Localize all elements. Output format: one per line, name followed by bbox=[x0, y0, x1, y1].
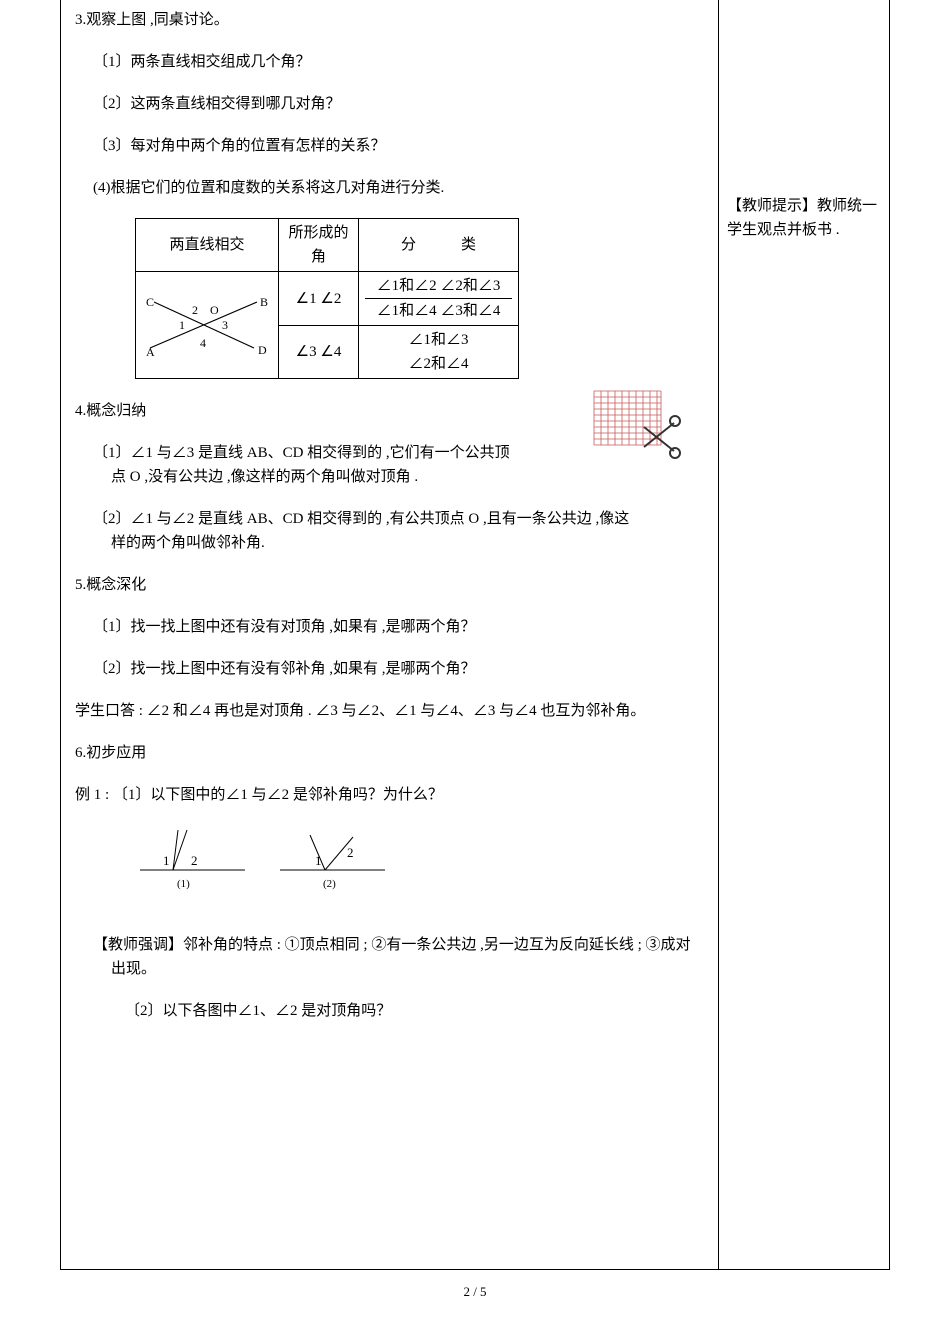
table-angles-row2: ∠3 ∠4 bbox=[279, 326, 359, 379]
item4-p2b: 样的两个角叫做邻补角. bbox=[75, 531, 704, 555]
fig2-label1: 1 bbox=[315, 853, 322, 868]
item6-q2: 〔2〕以下各图中∠1、∠2 是对顶角吗？ bbox=[75, 999, 704, 1023]
intersection-diagram-cell: A B C D 2 O 1 3 4 bbox=[136, 272, 279, 379]
fig1-sublabel: (1) bbox=[177, 878, 190, 890]
diagram-label-O: O bbox=[210, 303, 219, 317]
fig2-sublabel: (2) bbox=[323, 878, 336, 890]
table-header-col2: 所形成的角 bbox=[279, 219, 359, 272]
table-class-row2b: ∠2和∠4 bbox=[365, 352, 512, 376]
main-column: 3.观察上图 ,同桌讨论。 〔1〕两条直线相交组成几个角？ 〔2〕这两条直线相交… bbox=[61, 0, 719, 1269]
diagram-label-4: 4 bbox=[200, 336, 206, 350]
table-class-row1: ∠1和∠2 ∠2和∠3 ∠1和∠4 ∠3和∠4 bbox=[359, 272, 519, 326]
diagram-label-C: C bbox=[146, 295, 154, 309]
item3-title: 3.观察上图 ,同桌讨论。 bbox=[75, 8, 704, 32]
item6-ex1: 例 1 : 〔1〕以下图中的∠1 与∠2 是邻补角吗？为什么？ bbox=[75, 783, 704, 807]
diagram-label-D: D bbox=[258, 343, 267, 357]
geometry-table: 两直线相交 所形成的角 分 类 A B C D 2 O 1 bbox=[135, 218, 519, 379]
item3-q2: 〔2〕这两条直线相交得到哪几对角？ bbox=[75, 92, 704, 116]
intersection-diagram: A B C D 2 O 1 3 4 bbox=[142, 292, 272, 358]
item3-q4: (4)根据它们的位置和度数的关系将这几对角进行分类. bbox=[75, 176, 704, 200]
diagram-label-2: 2 bbox=[192, 303, 198, 317]
fig1-label1: 1 bbox=[163, 853, 170, 868]
diagram-label-B: B bbox=[260, 295, 268, 309]
item6-title: 6.初步应用 bbox=[75, 741, 704, 765]
item4-p2a: 〔2〕∠1 与∠2 是直线 AB、CD 相交得到的 ,有公共顶点 O ,且有一条… bbox=[75, 507, 704, 531]
fig1-label2: 2 bbox=[191, 853, 198, 868]
table-class-row2: ∠1和∠3 ∠2和∠4 bbox=[359, 326, 519, 379]
scissors-grid-image bbox=[589, 389, 684, 482]
page-number: 2 / 5 bbox=[60, 1282, 890, 1303]
table-class-row2a: ∠1和∠3 bbox=[365, 328, 512, 352]
diagram-label-1: 1 bbox=[179, 318, 185, 332]
item5-title: 5.概念深化 bbox=[75, 573, 704, 597]
item3-q1: 〔1〕两条直线相交组成几个角？ bbox=[75, 50, 704, 74]
teacher-emphasis: 【教师强调】邻补角的特点 : ①顶点相同 ; ②有一条公共边 ,另一边互为反向延… bbox=[75, 933, 704, 981]
side-column: 【教师提示】教师统一学生观点并板书 . bbox=[719, 0, 889, 1269]
table-header-col3: 分 类 bbox=[359, 219, 519, 272]
item3-q3: 〔3〕每对角中两个角的位置有怎样的关系？ bbox=[75, 134, 704, 158]
item5-q2: 〔2〕找一找上图中还有没有邻补角 ,如果有 ,是哪两个角？ bbox=[75, 657, 704, 681]
angle-figures: 1 2 (1) 1 2 (2) bbox=[75, 825, 704, 903]
table-class-row1b: ∠1和∠4 ∠3和∠4 bbox=[365, 299, 512, 323]
diagram-label-A: A bbox=[146, 345, 155, 358]
table-header-col1: 两直线相交 bbox=[136, 219, 279, 272]
item5-answer: 学生口答 : ∠2 和∠4 再也是对顶角 . ∠3 与∠2、∠1 与∠4、∠3 … bbox=[75, 699, 704, 723]
item5-q1: 〔1〕找一找上图中还有没有对顶角 ,如果有 ,是哪两个角？ bbox=[75, 615, 704, 639]
table-class-row1a: ∠1和∠2 ∠2和∠3 bbox=[365, 274, 512, 299]
teacher-hint: 【教师提示】教师统一学生观点并板书 . bbox=[727, 194, 881, 242]
table-angles-row1: ∠1 ∠2 bbox=[279, 272, 359, 326]
fig2-label2: 2 bbox=[347, 845, 354, 860]
diagram-label-3: 3 bbox=[222, 318, 228, 332]
